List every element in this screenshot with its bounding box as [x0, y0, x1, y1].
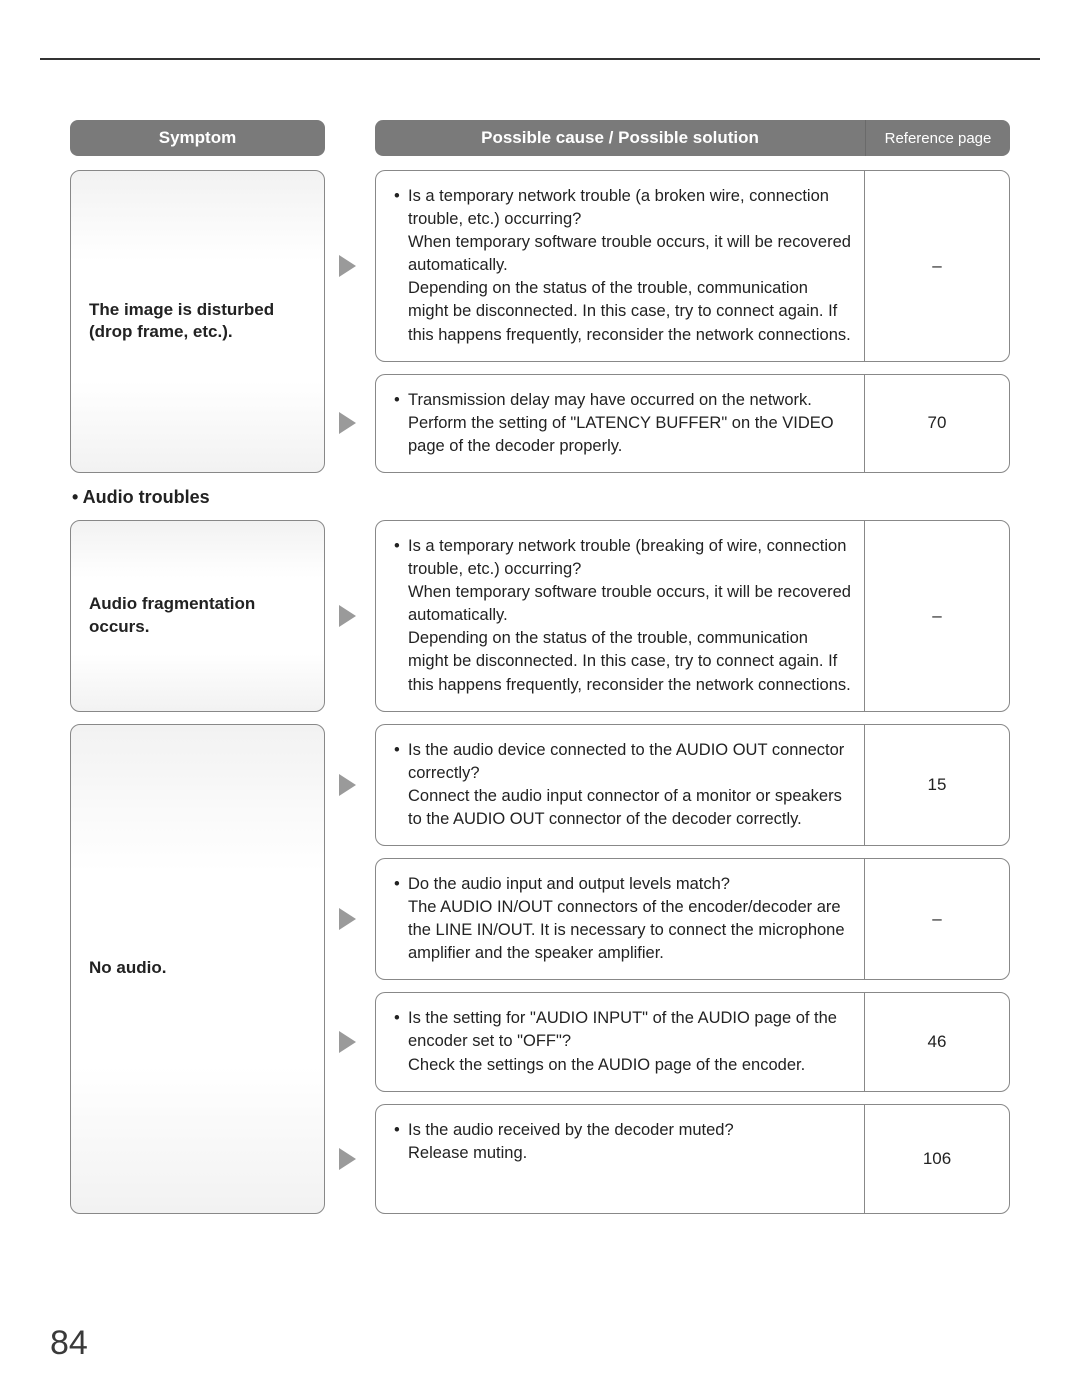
reference-page: 46 — [864, 993, 1009, 1090]
arrow-icon — [325, 992, 369, 1091]
header-cause: Possible cause / Possible solution — [375, 120, 865, 156]
arrow-icon — [325, 1104, 369, 1214]
header-row: Symptom Possible cause / Possible soluti… — [70, 120, 1010, 156]
cause-rest: When temporary software trouble occurs, … — [394, 581, 852, 696]
cause-first-line: Is a temporary network trouble (breaking… — [408, 535, 852, 581]
arrow-icon — [325, 170, 369, 362]
reference-page: 106 — [864, 1105, 1009, 1213]
cause-rest: Check the settings on the AUDIO page of … — [394, 1054, 852, 1077]
trouble-group-no-audio: No audio. •Is the audio device connected… — [70, 724, 1010, 1214]
trouble-group-audio-fragmentation: Audio fragmentation occurs. •Is a tempor… — [70, 520, 1010, 712]
symptom-audio-fragmentation: Audio fragmentation occurs. — [70, 520, 325, 712]
cause-first-line: Is the setting for "AUDIO INPUT" of the … — [408, 1007, 852, 1053]
cause-network-trouble-image: •Is a temporary network trouble (a broke… — [376, 171, 864, 361]
cause-audio-levels: •Do the audio input and output levels ma… — [376, 859, 864, 979]
arrow-icon — [325, 520, 369, 712]
header-symptom: Symptom — [70, 120, 325, 156]
cause-audio-muted: •Is the audio received by the decoder mu… — [376, 1105, 864, 1213]
symptom-text: The image is disturbed (drop frame, etc.… — [89, 299, 306, 345]
symptom-no-audio: No audio. — [70, 724, 325, 1214]
cause-first-line: Is the audio received by the decoder mut… — [408, 1119, 734, 1142]
cause-rest: When temporary software trouble occurs, … — [394, 231, 852, 346]
cause-network-trouble-audio: •Is a temporary network trouble (breakin… — [376, 521, 864, 711]
top-horizontal-rule — [40, 58, 1040, 60]
arrow-icon — [325, 724, 369, 846]
cause-rest: Connect the audio input connector of a m… — [394, 785, 852, 831]
cause-rest: Release muting. — [394, 1142, 852, 1165]
cause-first-line: Is the audio device connected to the AUD… — [408, 739, 852, 785]
reference-page: – — [864, 521, 1009, 711]
arrow-icon — [325, 858, 369, 980]
cause-first-line: Do the audio input and output levels mat… — [408, 873, 730, 896]
header-reference: Reference page — [865, 120, 1010, 156]
section-audio-troubles: • Audio troubles — [72, 487, 1010, 508]
symptom-text: No audio. — [89, 957, 166, 980]
troubleshooting-content: Symptom Possible cause / Possible soluti… — [70, 120, 1010, 1226]
trouble-group-image-disturbed: The image is disturbed (drop frame, etc.… — [70, 170, 1010, 473]
reference-page: 70 — [864, 375, 1009, 472]
cause-first-line: Transmission delay may have occurred on … — [408, 389, 852, 458]
reference-page: – — [864, 171, 1009, 361]
cause-first-line: Is a temporary network trouble (a broken… — [408, 185, 852, 231]
reference-page: – — [864, 859, 1009, 979]
arrow-icon — [325, 374, 369, 473]
cause-rest: The AUDIO IN/OUT connectors of the encod… — [394, 896, 852, 965]
cause-audio-input-off: •Is the setting for "AUDIO INPUT" of the… — [376, 993, 864, 1090]
symptom-image-disturbed: The image is disturbed (drop frame, etc.… — [70, 170, 325, 473]
page-number: 84 — [50, 1324, 88, 1363]
cause-audio-out-connector: •Is the audio device connected to the AU… — [376, 725, 864, 845]
reference-page: 15 — [864, 725, 1009, 845]
symptom-text: Audio fragmentation occurs. — [89, 593, 306, 639]
cause-latency-buffer: •Transmission delay may have occurred on… — [376, 375, 864, 472]
